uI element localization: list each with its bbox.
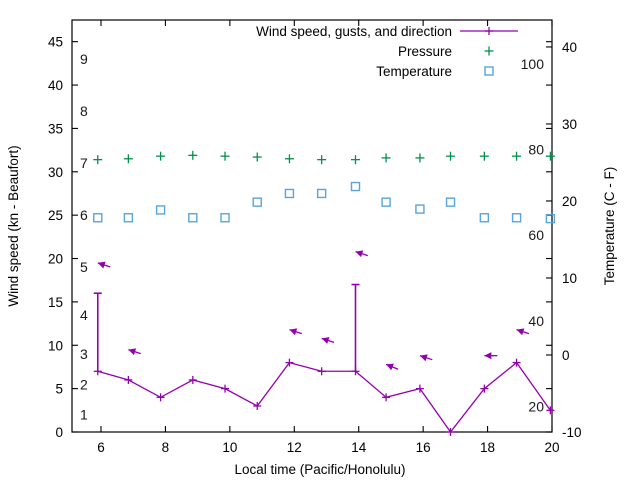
beaufort-label: 3 <box>80 346 88 362</box>
wind-direction-arrow <box>97 261 111 269</box>
wind-direction-arrow <box>289 328 303 336</box>
x-tick-label: 6 <box>97 440 105 455</box>
plot-border <box>71 19 553 433</box>
temperature-point <box>284 188 295 199</box>
wind-direction-arrow <box>419 354 433 362</box>
fahrenheit-label: 60 <box>528 227 544 243</box>
fahrenheit-label: 40 <box>528 313 544 329</box>
beaufort-label: 7 <box>80 155 88 171</box>
legend-label: Temperature <box>376 64 452 79</box>
temperature-point <box>252 197 262 207</box>
y-axis-title: Wind speed (kn - Beaufort) <box>6 145 21 306</box>
temperature-point <box>316 188 327 199</box>
temperature-point <box>220 213 230 223</box>
x-tick-label: 10 <box>222 440 237 455</box>
temperature-point <box>123 213 134 223</box>
y2-tick-label: 0 <box>562 348 570 363</box>
temperature-point <box>415 204 425 214</box>
temperature-point <box>93 213 103 223</box>
temperature-point <box>155 205 166 215</box>
y2-tick-label: 20 <box>562 194 577 209</box>
wind-direction-arrow <box>128 348 141 356</box>
x-tick-label: 20 <box>544 440 559 455</box>
beaufort-label: 8 <box>80 103 88 119</box>
y-tick-label: 20 <box>48 252 63 267</box>
wind-direction-arrow <box>484 352 498 360</box>
y2-tick-label: 40 <box>562 40 577 55</box>
beaufort-label: 6 <box>80 207 88 223</box>
wind-speed-line <box>97 361 551 434</box>
legend-sample-marker <box>484 66 494 76</box>
y-tick-label: 5 <box>55 382 63 397</box>
wind-direction-arrow <box>516 328 530 336</box>
beaufort-label: 4 <box>80 307 88 323</box>
y-tick-label: 25 <box>48 208 63 223</box>
temperature-point <box>381 197 391 207</box>
wind-direction-arrow <box>385 363 399 371</box>
x-axis-title: Local time (Pacific/Honolulu) <box>234 462 405 477</box>
y2-tick-label: -10 <box>562 425 582 440</box>
beaufort-label: 5 <box>80 259 88 275</box>
fahrenheit-label: 20 <box>528 399 544 415</box>
fahrenheit-label: 100 <box>521 56 545 72</box>
fahrenheit-label: 80 <box>528 141 544 157</box>
x-tick-label: 8 <box>162 440 170 455</box>
y-tick-label: 30 <box>48 165 63 180</box>
x-tick-label: 12 <box>287 440 302 455</box>
y-tick-label: 35 <box>48 121 63 136</box>
temperature-point <box>545 213 556 224</box>
y-tick-label: 45 <box>48 35 63 50</box>
temperature-point <box>188 213 198 223</box>
y2-tick-label: 30 <box>562 117 577 132</box>
legend-label: Wind speed, gusts, and direction <box>256 24 452 39</box>
beaufort-label: 1 <box>80 407 88 423</box>
beaufort-label: 2 <box>80 376 88 392</box>
y2-tick-label: 10 <box>562 271 577 286</box>
x-tick-label: 16 <box>416 440 431 455</box>
temperature-point <box>479 213 490 223</box>
temperature-point <box>350 181 361 192</box>
wind-direction-arrow <box>355 250 369 258</box>
y2-axis-title: Temperature (C - F) <box>602 167 617 286</box>
y-tick-label: 40 <box>48 78 63 93</box>
legend-label: Pressure <box>398 44 452 59</box>
wind-direction-arrow <box>321 337 335 344</box>
beaufort-label: 9 <box>80 51 88 67</box>
y-tick-label: 10 <box>48 338 63 353</box>
temperature-point <box>445 197 456 207</box>
x-tick-label: 18 <box>480 440 495 455</box>
x-tick-label: 14 <box>351 440 367 455</box>
y-tick-label: 0 <box>55 425 63 440</box>
y-tick-label: 15 <box>48 295 63 310</box>
temperature-point <box>511 213 522 223</box>
